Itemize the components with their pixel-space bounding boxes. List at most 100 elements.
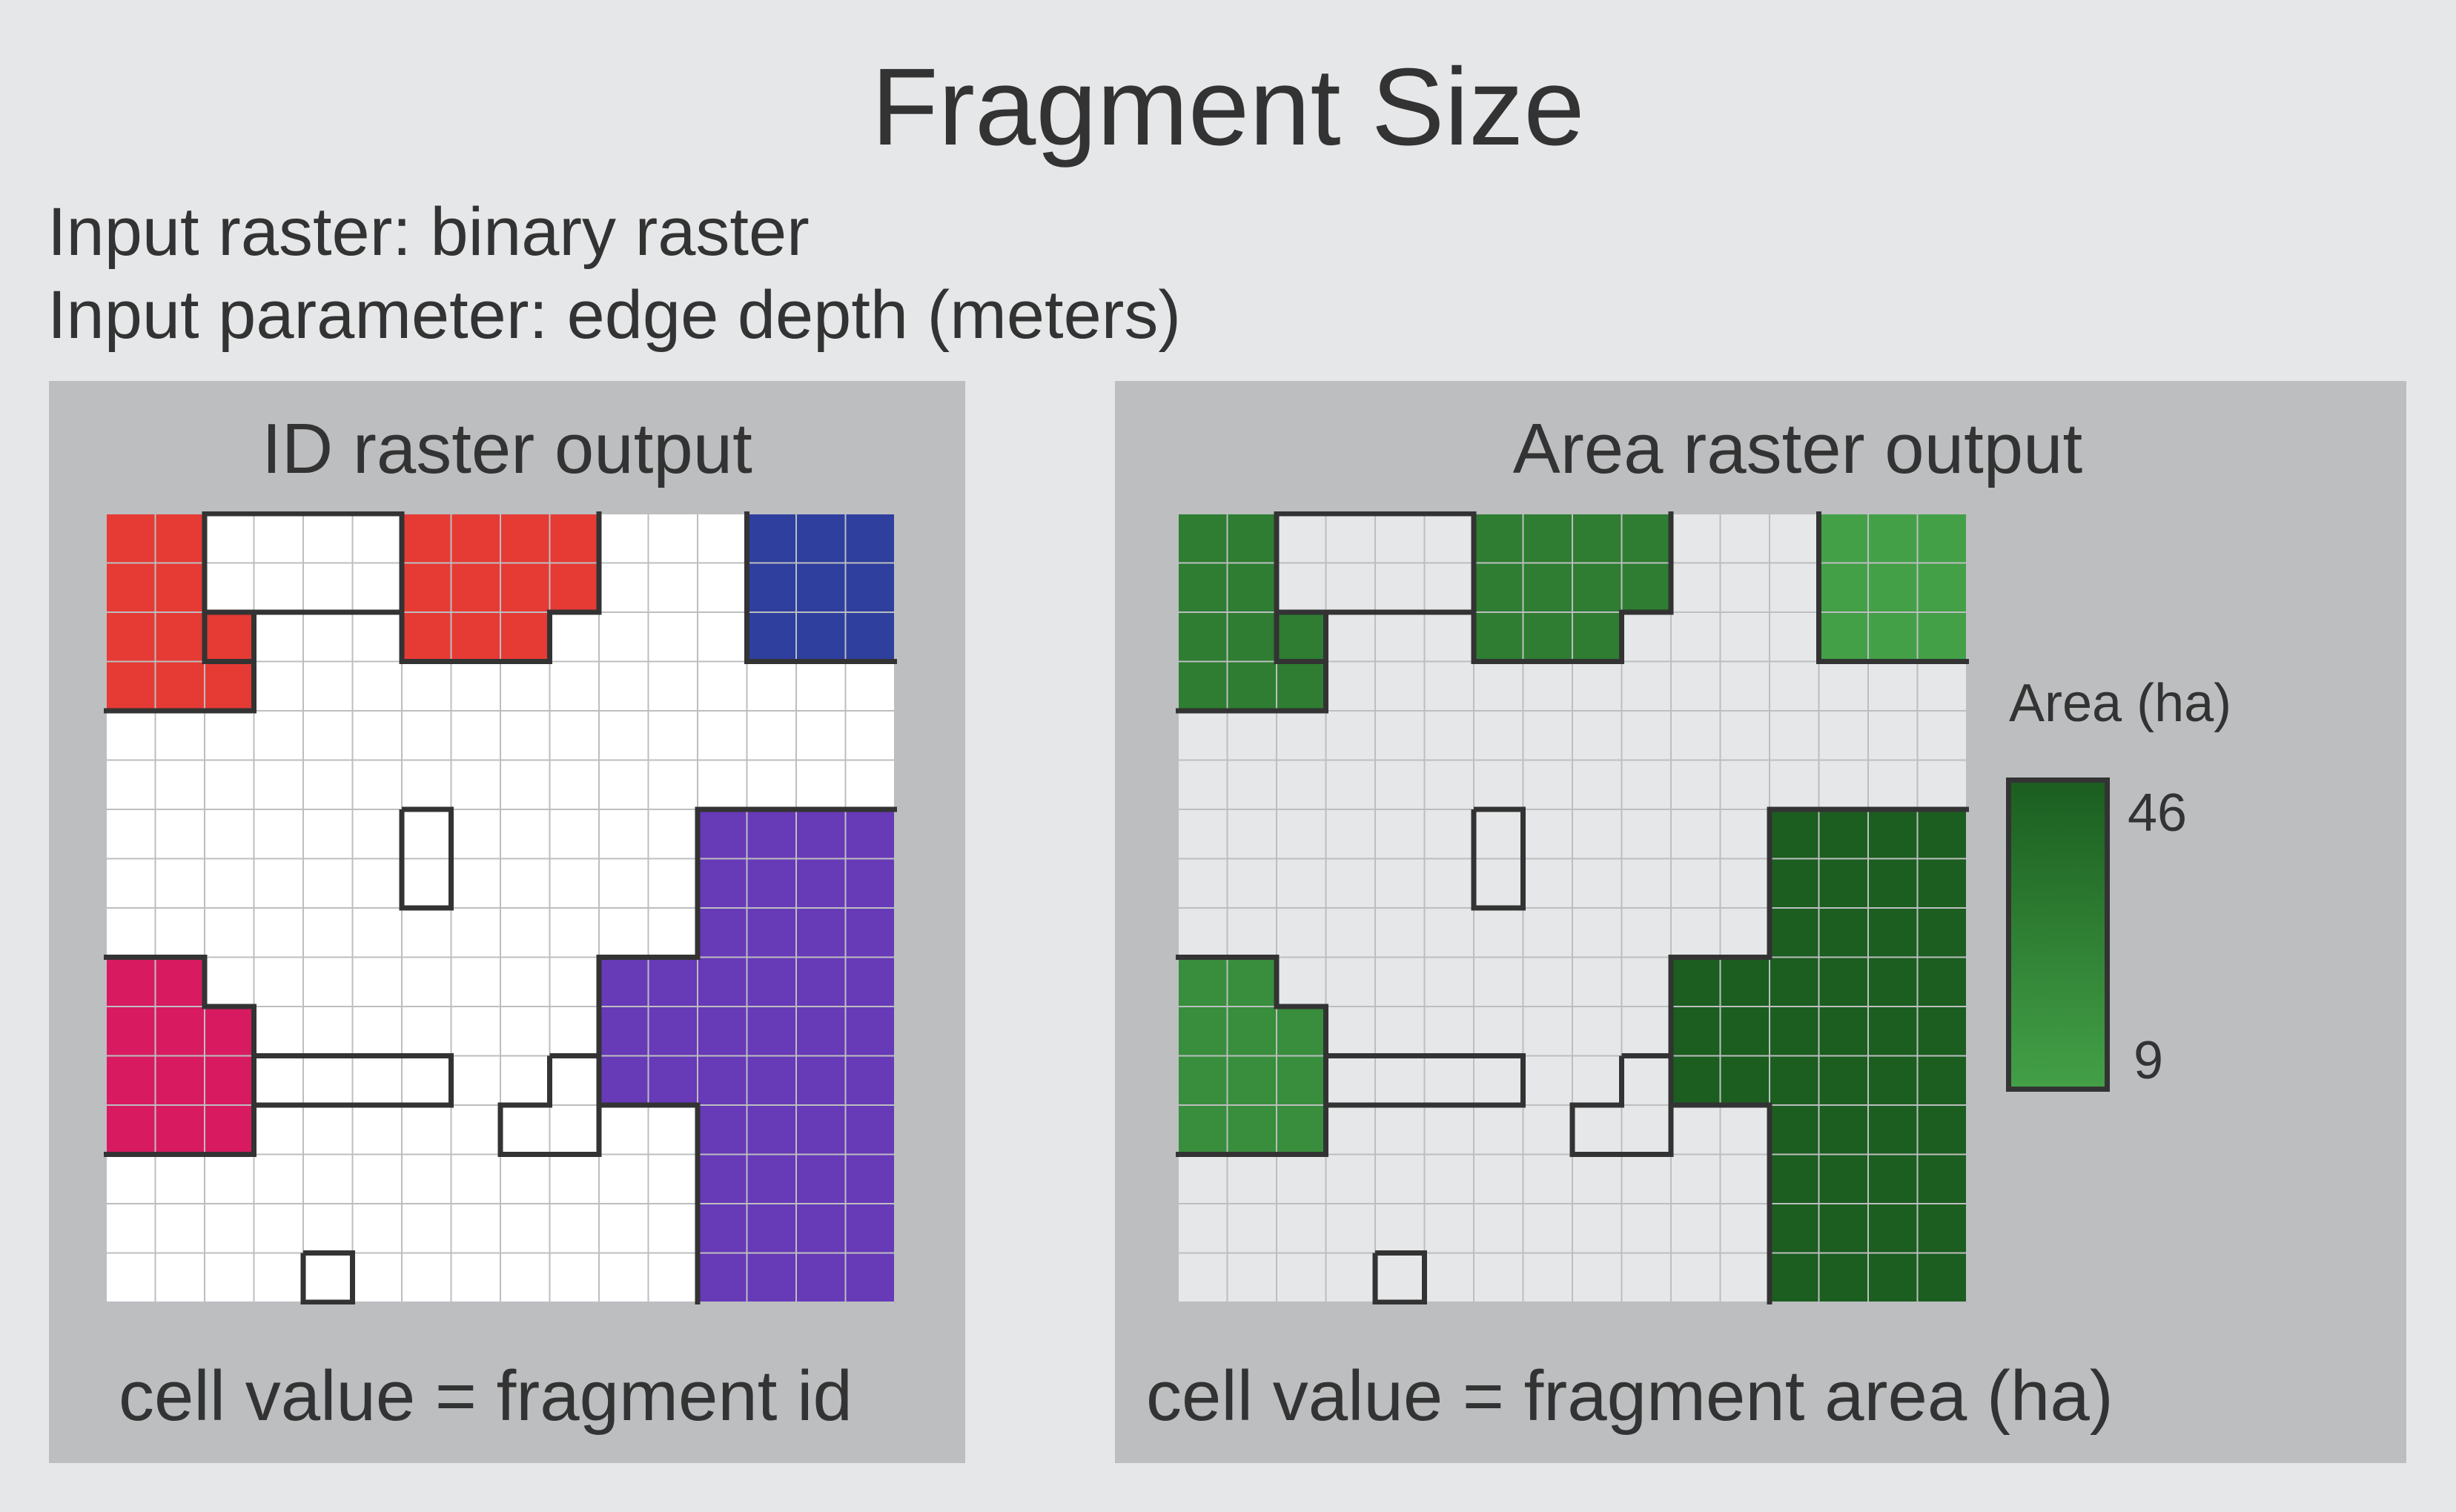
id-fragment-cell	[698, 1204, 747, 1253]
legend-min-label: 9	[2134, 1031, 2164, 1090]
id-raster-grid	[104, 511, 897, 1304]
id-gap-outline	[497, 1053, 602, 1157]
area-fragment-cell	[1917, 1253, 1967, 1303]
id-fragment-cell	[106, 1007, 156, 1056]
area-fragment-cell	[1227, 563, 1277, 613]
id-fragment-cell	[845, 908, 896, 958]
area-fragment-cell	[1277, 661, 1326, 712]
id-fragment-cell	[796, 1204, 846, 1253]
area-fragment-cell	[1572, 612, 1622, 662]
area-fragment-cell	[1770, 1105, 1819, 1155]
area-fragment-cell	[1178, 612, 1228, 662]
id-fragment-cell	[155, 957, 205, 1007]
id-fragment-cell	[845, 957, 896, 1007]
id-fragment-cell	[698, 1105, 747, 1155]
id-fragment-cell	[106, 661, 156, 712]
area-fragment-cell	[1917, 1154, 1967, 1204]
area-fragment-cell	[1720, 1055, 1770, 1106]
area-raster-grid	[1176, 511, 1969, 1304]
id-fragment-cell	[796, 1253, 846, 1303]
id-gap-outline	[251, 1053, 454, 1108]
area-fragment-cell	[1917, 1105, 1967, 1155]
id-fragment-cell	[845, 1154, 896, 1204]
id-gap-outline	[300, 1250, 355, 1304]
id-fragment-cell	[747, 563, 797, 613]
id-fragment-cell	[402, 563, 451, 613]
id-fragment-cell	[796, 1055, 846, 1106]
area-fragment-cell	[1474, 612, 1523, 662]
id-fragment-cell	[500, 563, 550, 613]
id-fragment-cell	[500, 514, 550, 563]
id-fragment-cell	[845, 1253, 896, 1303]
area-fragment-cell	[1770, 858, 1819, 909]
id-fragment-cell	[747, 1055, 797, 1106]
id-fragment-cell	[747, 1253, 797, 1303]
area-fragment-cell	[1868, 1253, 1918, 1303]
id-fragment-cell	[845, 1055, 896, 1106]
area-fragment-cell	[1818, 1055, 1869, 1106]
id-fragment-cell	[106, 1055, 156, 1106]
area-fragment-cell	[1818, 1204, 1869, 1253]
id-fragment-cell	[845, 1105, 896, 1155]
id-fragment-cell	[451, 514, 501, 563]
id-fragment-cell	[106, 612, 156, 662]
id-fragment-cell	[500, 612, 550, 662]
area-fragment-cell	[1621, 514, 1672, 563]
area-fragment-cell	[1868, 612, 1918, 662]
area-fragment-cell	[1227, 1055, 1277, 1106]
id-fragment-cell	[747, 1154, 797, 1204]
id-fragment-cell	[698, 809, 747, 859]
area-fragment-cell	[1227, 661, 1277, 712]
id-fragment-cell	[155, 563, 205, 613]
id-fragment-cell	[796, 563, 846, 613]
id-gap-outline	[399, 806, 454, 911]
id-fragment-cell	[796, 1105, 846, 1155]
id-fragment-cell	[205, 1105, 254, 1155]
id-fragment-cell	[451, 612, 501, 662]
id-fragment-cell	[155, 612, 205, 662]
id-fragment-cell	[205, 1055, 254, 1106]
area-fragment-cell	[1178, 563, 1228, 613]
id-fragment-red	[106, 514, 600, 712]
id-fragment-cell	[106, 957, 156, 1007]
area-fragment-cell	[1178, 1055, 1228, 1106]
area-fragment-cell	[1227, 1105, 1277, 1155]
id-fragment-cell	[106, 514, 156, 563]
area-fragment-cell	[1818, 612, 1869, 662]
id-fragment-cell	[549, 563, 600, 613]
area-fragment-cell	[1917, 1007, 1967, 1056]
input-raster-text: Input raster: binary raster	[47, 194, 810, 270]
id-fragment-cell	[796, 908, 846, 958]
id-fragment-cell	[402, 612, 451, 662]
id-fragment-cell	[698, 1055, 747, 1106]
area-fragment-cell	[1818, 1154, 1869, 1204]
area-fragment-cell	[1523, 563, 1573, 613]
area-fragment-cell	[1917, 1204, 1967, 1253]
legend-color-bar	[2006, 777, 2110, 1092]
area-fragment-cell	[1178, 514, 1228, 563]
id-fragment-cell	[599, 1055, 649, 1106]
legend-max-label: 46	[2128, 783, 2188, 843]
area-fragment-cell	[1818, 563, 1869, 613]
area-fragment-cell	[1868, 1055, 1918, 1106]
area-gap-outline	[1471, 806, 1526, 911]
area-fragment-cell	[1178, 1105, 1228, 1155]
area-fragment-cell	[1868, 1154, 1918, 1204]
area-fragment-cell	[1917, 858, 1967, 909]
id-fragment-cell	[106, 563, 156, 613]
area-fragment-cell	[1523, 514, 1573, 563]
area-fragment-cell	[1671, 957, 1721, 1007]
area-fragment-cell	[1770, 1154, 1819, 1204]
id-fragment-cell	[698, 1007, 747, 1056]
id-fragment-cell	[796, 957, 846, 1007]
id-fragment-cell	[747, 1007, 797, 1056]
area-fragment-cell	[1818, 957, 1869, 1007]
area-fragment-cell	[1277, 612, 1326, 662]
area-fragment-cell	[1917, 809, 1967, 859]
area-fragment-cell	[1868, 809, 1918, 859]
area-fragment-cell	[1770, 1253, 1819, 1303]
id-fragment-cell	[698, 957, 747, 1007]
id-fragment-cell	[205, 612, 254, 662]
id-fragment-cell	[747, 957, 797, 1007]
area-fragment-cell	[1227, 612, 1277, 662]
